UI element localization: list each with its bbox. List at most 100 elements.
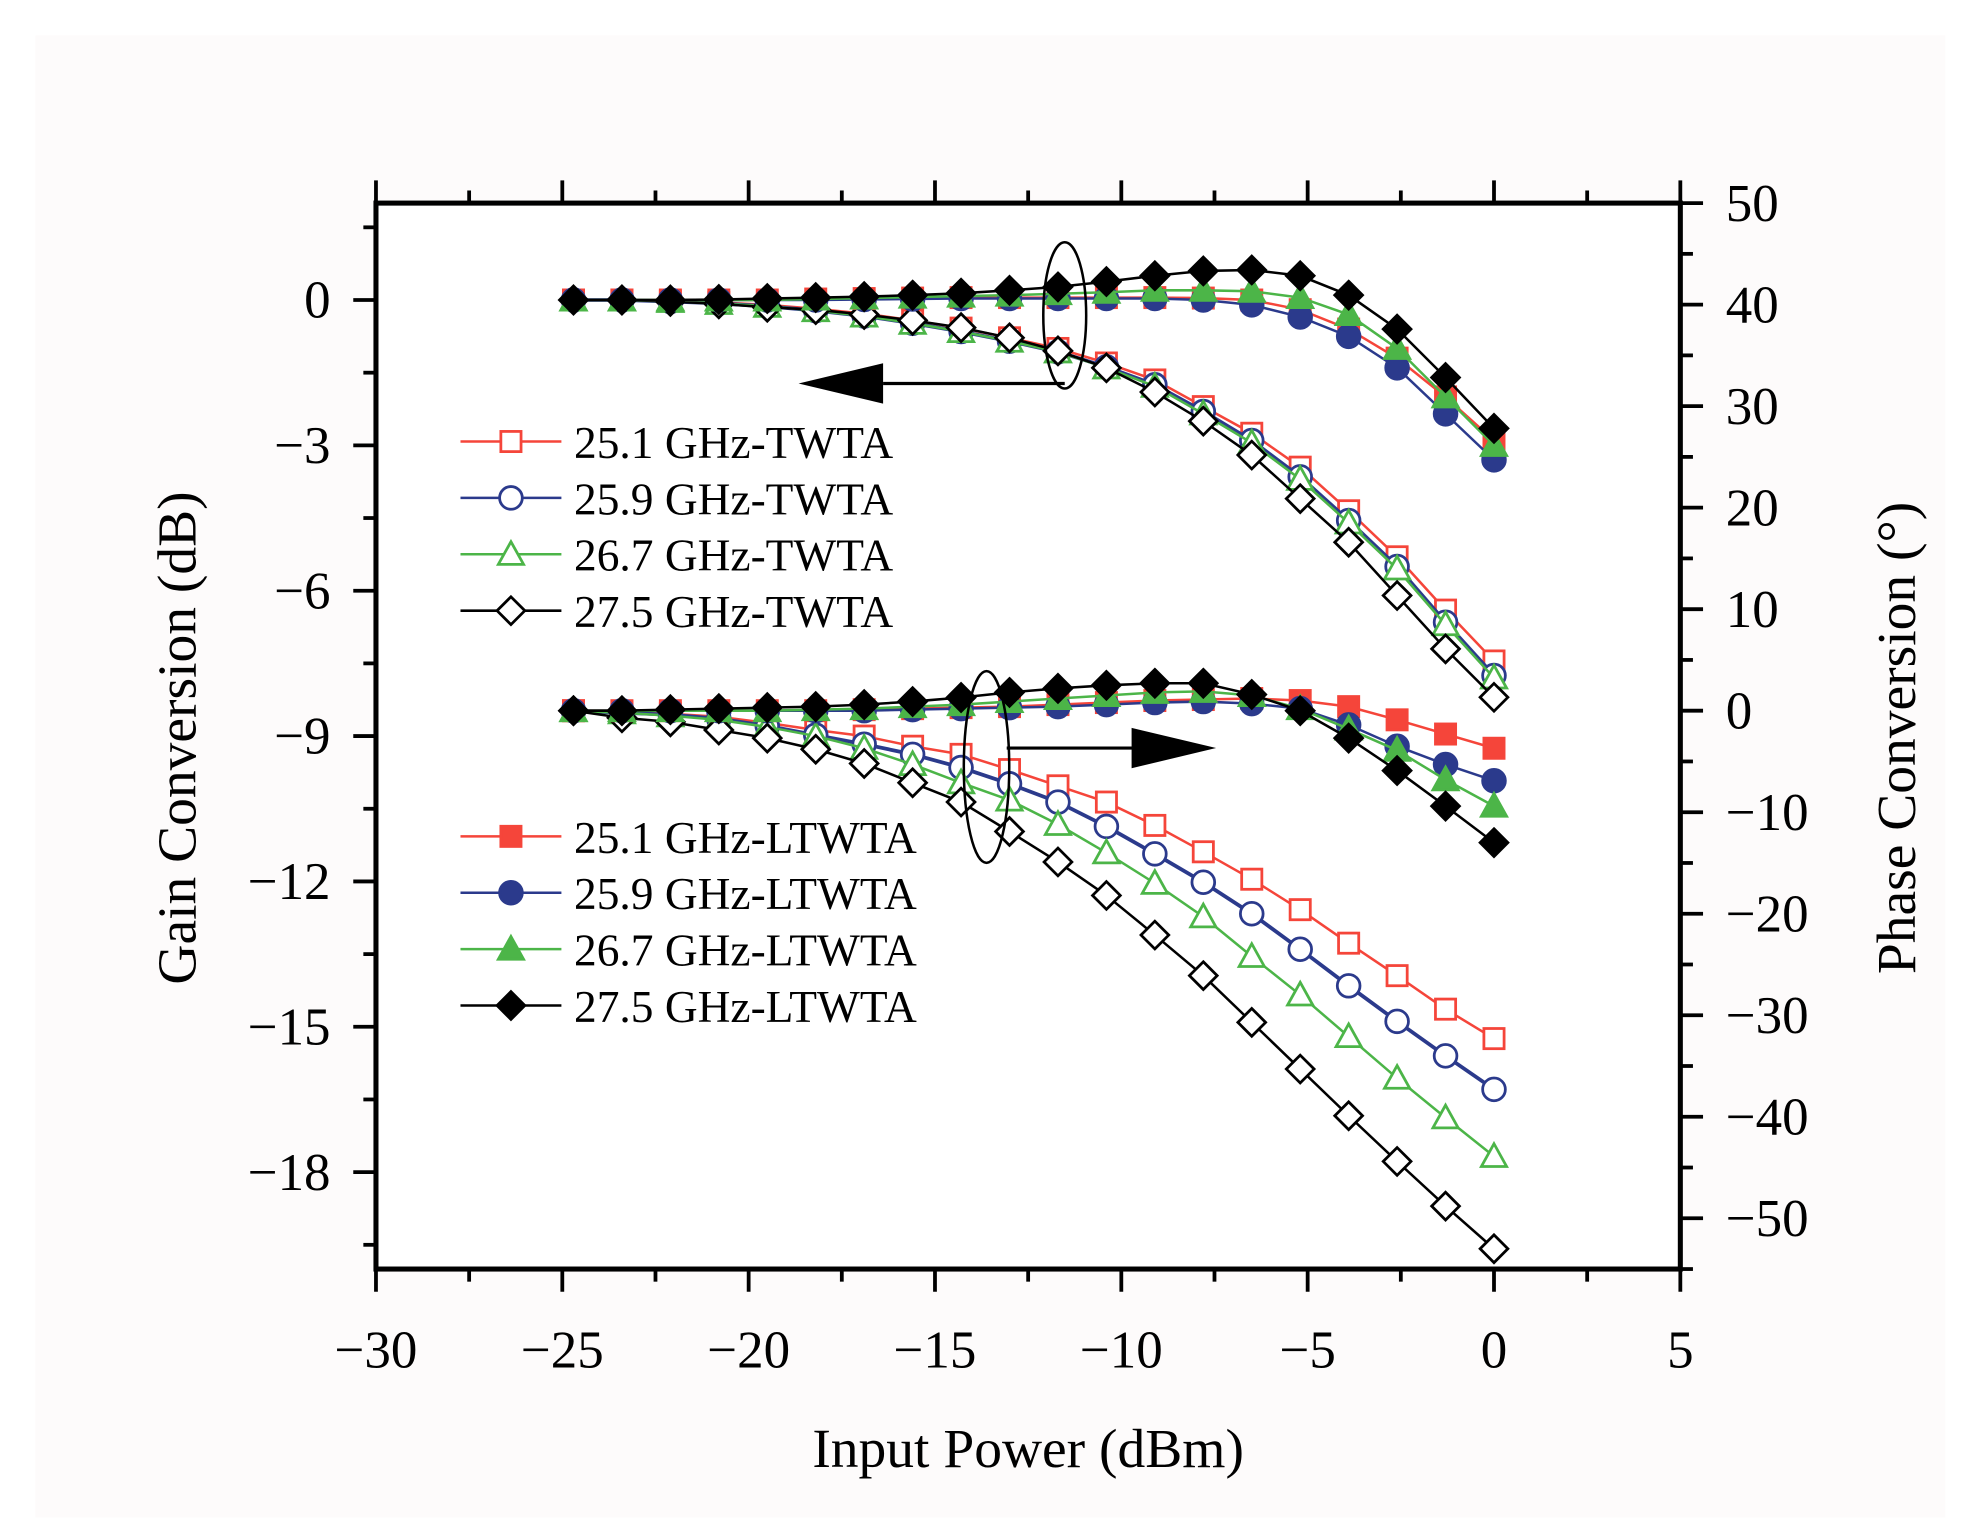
phase-group-ellipse xyxy=(962,669,1011,865)
legend-marker xyxy=(498,880,524,906)
legend-item: 26.7 GHz-TWTA xyxy=(460,531,893,581)
x-tick-label: −10 xyxy=(1080,1321,1163,1379)
y2-tick-label: 50 xyxy=(1726,175,1779,233)
y-axis-title: Gain Conversion (dB) xyxy=(148,491,209,984)
data-point xyxy=(1093,813,1120,840)
data-point xyxy=(1094,790,1118,814)
data-point xyxy=(1335,973,1362,999)
data-point xyxy=(1434,722,1458,746)
data-point xyxy=(1042,808,1073,836)
legend-marker xyxy=(495,933,526,961)
data-point xyxy=(1429,790,1462,822)
y-tick-label: −18 xyxy=(248,1144,331,1202)
x-tick-label: −15 xyxy=(894,1321,977,1379)
legend-item: 25.1 GHz-TWTA xyxy=(460,418,893,468)
data-point xyxy=(1191,840,1215,864)
data-point xyxy=(1284,482,1317,515)
x-tick-label: 5 xyxy=(1667,1321,1693,1379)
data-point xyxy=(1382,553,1413,581)
data-point xyxy=(993,274,1026,307)
right-arrow-icon xyxy=(1131,727,1217,769)
data-point xyxy=(1332,722,1365,754)
legend-item: 25.9 GHz-TWTA xyxy=(460,474,893,524)
data-point xyxy=(1090,351,1123,384)
data-point xyxy=(896,304,929,337)
data-point xyxy=(994,784,1025,812)
y2-tick-label: 30 xyxy=(1726,378,1779,436)
data-point xyxy=(1332,1099,1365,1132)
data-point xyxy=(993,321,1026,354)
data-point xyxy=(1381,313,1413,345)
data-point xyxy=(1382,332,1413,360)
data-point xyxy=(1236,275,1267,303)
data-point xyxy=(1434,997,1458,1021)
y2-tick-label: −50 xyxy=(1726,1190,1809,1248)
data-point xyxy=(1478,1232,1510,1265)
data-point xyxy=(1381,579,1413,612)
data-point xyxy=(1235,439,1268,471)
series-27-5-ghz-twta-phase xyxy=(557,694,1510,1265)
data-point xyxy=(1284,1053,1317,1085)
data-point xyxy=(1429,1190,1462,1222)
y2-axis-title: Phase Conversion (°) xyxy=(1867,502,1928,974)
data-point xyxy=(1090,879,1123,912)
data-point xyxy=(1090,669,1123,702)
legend-item: 27.5 GHz-LTWTA xyxy=(460,982,917,1032)
data-point xyxy=(1236,940,1267,968)
gain-group-ellipse xyxy=(1042,240,1088,390)
data-point xyxy=(848,747,881,780)
data-point xyxy=(1187,405,1220,437)
data-point xyxy=(654,284,687,316)
y2-tick-label: 0 xyxy=(1726,682,1752,740)
data-point xyxy=(1385,708,1409,732)
plot-area xyxy=(375,203,1681,1270)
data-point xyxy=(1091,837,1122,865)
data-point xyxy=(799,281,832,314)
left-arrow-icon xyxy=(798,363,884,404)
data-point xyxy=(702,692,735,725)
data-point xyxy=(1479,790,1509,818)
y-tick-label: −6 xyxy=(274,562,330,620)
legend-marker xyxy=(495,538,526,566)
x-tick-label: −30 xyxy=(335,1321,418,1379)
y2-tick-label: −20 xyxy=(1726,885,1809,943)
data-point xyxy=(799,690,832,723)
data-point xyxy=(1187,667,1220,700)
data-point xyxy=(557,694,590,727)
legend-label: 26.7 GHz-TWTA xyxy=(574,531,893,581)
data-point xyxy=(1381,1145,1413,1178)
data-point xyxy=(1235,678,1268,711)
y2-tick-label: −30 xyxy=(1726,987,1809,1045)
data-point xyxy=(606,694,638,727)
data-point xyxy=(945,681,977,714)
data-point xyxy=(945,311,977,344)
data-point xyxy=(1335,323,1362,350)
data-point xyxy=(1139,259,1171,292)
x-tick-label: 0 xyxy=(1481,1321,1507,1379)
data-point xyxy=(1139,376,1171,408)
data-point xyxy=(1042,271,1074,303)
legend-label: 25.9 GHz-LTWTA xyxy=(574,869,917,919)
data-point xyxy=(1481,1076,1507,1103)
data-point xyxy=(945,786,977,818)
data-point xyxy=(1090,265,1123,298)
data-point xyxy=(1481,767,1507,794)
legend-label: 26.7 GHz-LTWTA xyxy=(574,926,917,976)
data-point xyxy=(1482,1027,1506,1051)
data-point xyxy=(799,733,832,766)
x-tick-label: −5 xyxy=(1279,1321,1335,1379)
legend-item: 25.1 GHz-LTWTA xyxy=(460,813,917,863)
y-tick-label: −9 xyxy=(274,708,330,766)
data-point xyxy=(1285,979,1316,1007)
data-point xyxy=(1482,736,1506,760)
data-point xyxy=(1429,633,1462,665)
data-point xyxy=(945,277,977,310)
legend-marker xyxy=(498,485,524,511)
data-point xyxy=(1430,1102,1461,1130)
legend-label: 25.9 GHz-TWTA xyxy=(574,474,893,524)
data-point xyxy=(1142,841,1168,867)
data-point xyxy=(606,284,638,316)
data-point xyxy=(1382,1062,1413,1090)
legend-label: 27.5 GHz-LTWTA xyxy=(574,982,917,1032)
